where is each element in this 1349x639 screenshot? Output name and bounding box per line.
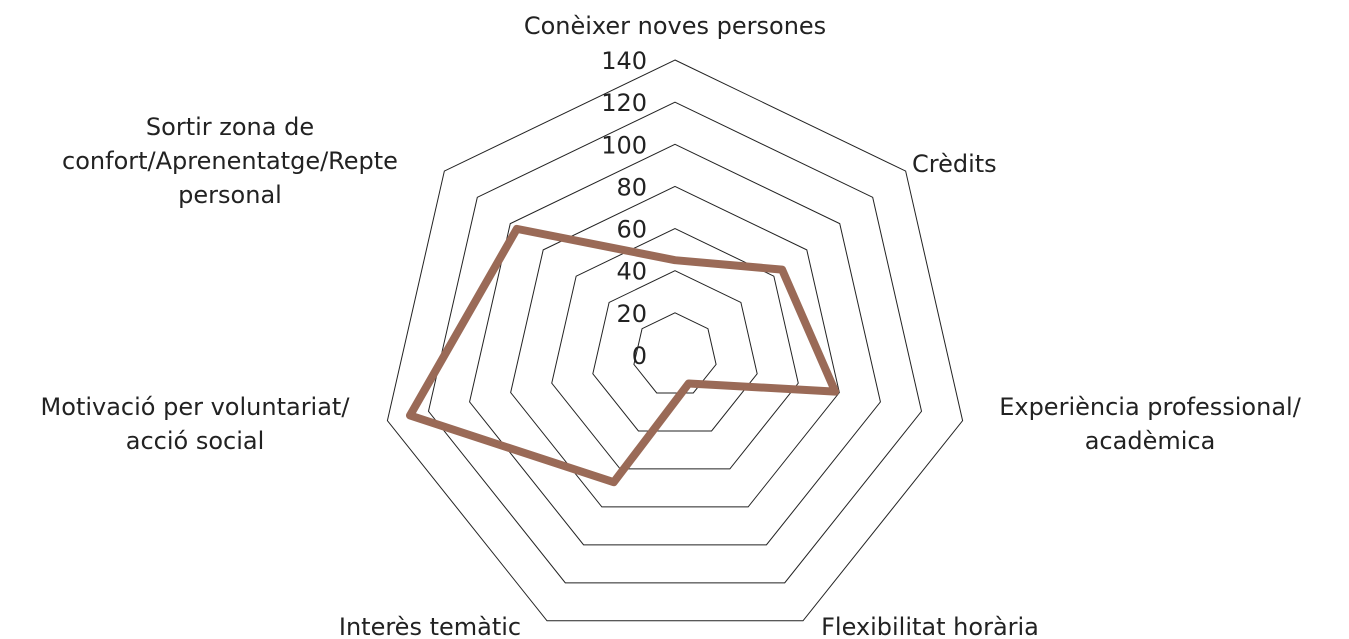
grid-ring <box>592 270 758 432</box>
series-line <box>405 224 840 487</box>
grid-ring <box>427 101 923 584</box>
tick-label: 140 <box>601 47 647 75</box>
axis-label: Flexibilitat horària <box>821 613 1039 639</box>
grid-ring <box>386 59 964 622</box>
tick-label: 60 <box>616 216 647 244</box>
grid-ring <box>510 185 840 508</box>
tick-label: 120 <box>601 89 647 117</box>
axis-label: Interès temàtic <box>339 613 521 639</box>
tick-label: 80 <box>616 173 647 201</box>
axis-label: Sortir zona de confort/Aprenentatge/Repte… <box>62 113 398 209</box>
grid-ring <box>551 228 799 470</box>
axis-label: Conèixer noves persones <box>524 12 826 40</box>
axis-label: Crèdits <box>912 150 997 178</box>
tick-label: 20 <box>616 300 647 328</box>
tick-label: 0 <box>632 342 647 370</box>
axis-label: Motivació per voluntariat/acció social <box>41 393 351 455</box>
axis-label: Experiència professional/acadèmica <box>999 393 1301 455</box>
grid-ring <box>633 312 717 394</box>
tick-label: 40 <box>616 258 647 286</box>
tick-label: 100 <box>601 131 647 159</box>
